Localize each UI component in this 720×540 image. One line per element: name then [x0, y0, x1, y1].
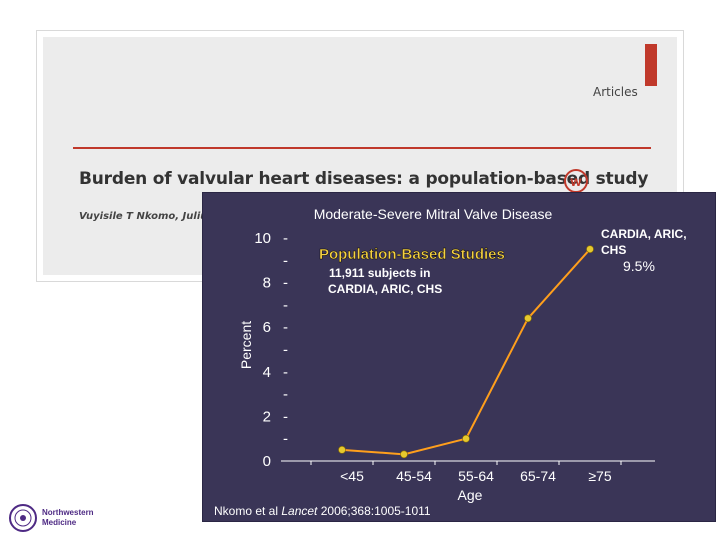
annotation-subtitle-line1: 11,911 subjects in — [329, 266, 430, 280]
y-tick-dash: - — [283, 319, 288, 336]
x-tick-label: <45 — [340, 468, 364, 484]
chart-svg: Moderate-Severe Mitral Valve Disease Per… — [214, 206, 687, 518]
y-tick-label: 10 — [254, 230, 271, 247]
y-minor-dash: - — [283, 342, 288, 359]
y-minor-dash: - — [283, 431, 288, 448]
y-axis-minor-ticks: - - - - - — [283, 252, 288, 447]
series-point — [524, 314, 532, 323]
y-tick-label: 6 — [263, 319, 271, 336]
citation-prefix: Nkomo et al — [214, 504, 281, 518]
citation-suffix: 2006;368:1005-1011 — [317, 504, 431, 518]
y-minor-dash: - — [283, 386, 288, 403]
svg-text:w: w — [570, 173, 582, 189]
y-tick-dash: - — [283, 408, 288, 425]
y-tick-label: 8 — [263, 275, 271, 292]
last-point-value: 9.5% — [623, 258, 655, 274]
x-tick-label: 45-54 — [396, 468, 432, 484]
x-axis-ticks: <45 45-54 55-64 65-74 ≥75 — [310, 461, 622, 484]
logo-text: Northwestern Medicine — [42, 508, 94, 528]
y-tick-label: 4 — [263, 364, 271, 381]
citation-journal: Lancet — [281, 504, 318, 518]
annotation-heading: Population-Based Studies — [319, 246, 505, 263]
y-minor-dash: - — [283, 297, 288, 314]
y-tick-dash: - — [283, 364, 288, 381]
y-tick-dash: - — [283, 230, 288, 247]
series-points — [338, 245, 594, 459]
y-axis-label: Percent — [238, 321, 254, 369]
y-tick-label: 0 — [263, 453, 271, 470]
article-title: Burden of valvular heart diseases: a pop… — [79, 169, 649, 189]
x-axis-label: Age — [458, 487, 483, 503]
journal-red-block — [645, 44, 657, 86]
logo-line2: Medicine — [42, 518, 77, 527]
x-tick-label: 55-64 — [458, 468, 494, 484]
last-point-label-line2: CHS — [601, 243, 626, 257]
chart-title: Moderate-Severe Mitral Valve Disease — [314, 206, 553, 222]
y-tick-label: 2 — [263, 408, 271, 425]
seal-icon — [9, 504, 37, 532]
y-axis-ticks: 02 -4 -6 -8 -10- — [254, 230, 288, 470]
citation: Nkomo et al Lancet 2006;368:1005-1011 — [214, 504, 431, 518]
chart-panel: Moderate-Severe Mitral Valve Disease Per… — [202, 192, 716, 522]
lancet-w-icon: w — [564, 169, 588, 193]
y-minor-dash: - — [283, 252, 288, 269]
series-point — [338, 446, 346, 454]
y-tick-dash: - — [283, 275, 288, 292]
last-point-label-line1: CARDIA, ARIC, — [601, 227, 687, 241]
annotation-subtitle-line2: CARDIA, ARIC, CHS — [328, 282, 442, 296]
series-point — [586, 245, 594, 253]
northwestern-logo: Northwestern Medicine — [6, 500, 116, 536]
article-red-rule — [73, 147, 651, 149]
series-point — [462, 434, 470, 443]
logo-line1: Northwestern — [42, 508, 94, 517]
series-point — [400, 450, 408, 459]
x-tick-label: 65-74 — [520, 468, 556, 484]
x-tick-label: ≥75 — [588, 468, 611, 484]
article-section-label: Articles — [593, 85, 638, 99]
article-authors: Vuyisile T Nkomo, Julius M Ga — [79, 211, 246, 222]
